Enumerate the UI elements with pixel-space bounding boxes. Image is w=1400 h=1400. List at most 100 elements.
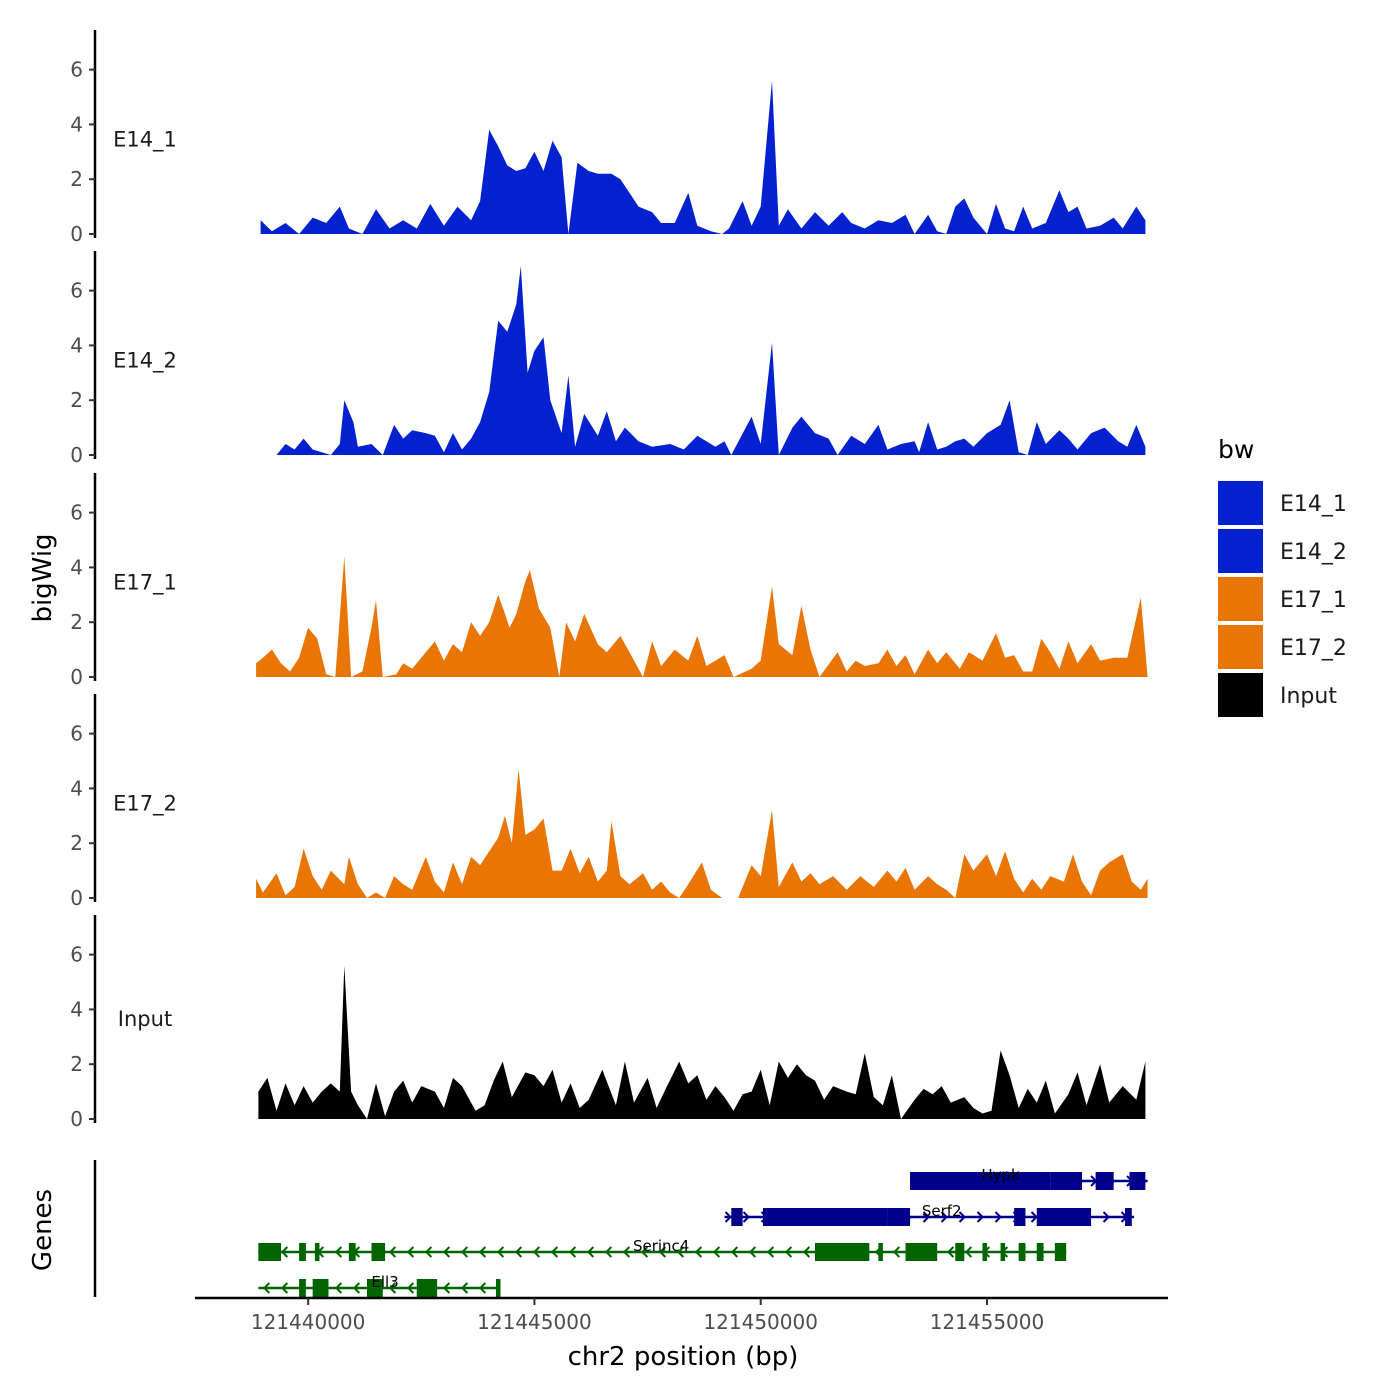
gene-label: Ell3	[371, 1273, 398, 1291]
track-label: E14_2	[113, 348, 177, 373]
track-label: E14_1	[113, 127, 177, 152]
gene-exon	[1014, 1208, 1026, 1226]
strand-chevron	[784, 1246, 793, 1258]
gene-exon	[1050, 1172, 1083, 1190]
gene-track: Hypk Serf2 Serinc4 Ell3	[93, 1160, 1148, 1297]
strand-chevron	[406, 1246, 415, 1258]
legend-swatch-e17-2	[1218, 625, 1263, 669]
strand-chevron	[514, 1246, 523, 1258]
y-tick-label: 4	[70, 555, 83, 579]
legend-swatch-input	[1218, 673, 1263, 717]
strand-chevron	[946, 1246, 955, 1258]
gene-label: Serinc4	[633, 1237, 689, 1255]
strand-chevron	[460, 1246, 469, 1258]
track-e17-1: 0 2 4 6 E17_1	[70, 473, 1148, 689]
strand-chevron	[766, 1246, 775, 1258]
gene-exon	[878, 1243, 883, 1261]
y-tick-label: 2	[70, 831, 83, 855]
strand-chevron	[424, 1246, 433, 1258]
strand-chevron	[334, 1246, 343, 1258]
y-tick-label: 2	[70, 1052, 83, 1076]
coverage-area-e17-2	[256, 769, 1148, 898]
strand-chevron	[976, 1211, 984, 1223]
track-input: 0 2 4 6 Input	[70, 915, 1146, 1131]
x-tick-label: 121440000	[251, 1310, 366, 1334]
strand-chevron	[478, 1282, 487, 1294]
gene-exon	[955, 1243, 965, 1261]
strand-chevron	[712, 1246, 721, 1258]
strand-chevron	[442, 1282, 451, 1294]
gene-exon	[312, 1279, 329, 1297]
y-tick-label: 0	[70, 665, 83, 689]
y-tick-label: 0	[70, 222, 83, 246]
y-tick-label: 6	[70, 722, 83, 746]
y-tick-label: 6	[70, 501, 83, 525]
coverage-area-e17-1	[256, 556, 1148, 677]
track-label: E17_2	[113, 791, 177, 816]
strand-chevron	[724, 1211, 732, 1223]
x-axis-title: chr2 position (bp)	[568, 1342, 799, 1372]
legend-title: bw	[1218, 435, 1254, 464]
coverage-tracks: 0 2 4 6 E14_1 0 2 4 6 E14_2 0 2 4 6 E17_1 0 2 4 6 E17_2 0 2 4 6…	[70, 30, 1148, 1131]
coverage-area-e14-2	[276, 266, 1146, 455]
strand-chevron	[586, 1246, 595, 1258]
track-e14-1: 0 2 4 6 E14_1	[70, 30, 1146, 246]
x-axis: 121440000 121445000 121450000 121455000	[195, 1296, 1168, 1334]
strand-chevron	[622, 1246, 631, 1258]
gene-exon	[371, 1243, 386, 1261]
strand-chevron	[280, 1282, 289, 1294]
gene-exon	[1129, 1172, 1146, 1190]
strand-chevron	[352, 1282, 361, 1294]
gene-exon	[495, 1279, 501, 1297]
y-tick-label: 6	[70, 943, 83, 967]
strand-chevron	[964, 1246, 973, 1258]
gene-exon	[905, 1243, 938, 1261]
strand-chevron	[442, 1246, 451, 1258]
gene-exon	[348, 1243, 356, 1261]
coverage-area-e14-1	[260, 80, 1146, 234]
y-tick-label: 2	[70, 610, 83, 634]
strand-chevron	[604, 1246, 613, 1258]
gene-exon	[815, 1243, 870, 1261]
gene-exon	[887, 1208, 911, 1226]
y-tick-label: 6	[70, 58, 83, 82]
gene-exon	[1000, 1243, 1006, 1261]
strand-chevron	[658, 1246, 667, 1258]
strand-chevron	[994, 1211, 1002, 1223]
strand-chevron	[640, 1246, 649, 1258]
strand-chevron	[730, 1246, 739, 1258]
strand-chevron	[496, 1246, 505, 1258]
track-e14-2: 0 2 4 6 E14_2	[70, 251, 1146, 467]
strand-chevron	[694, 1246, 703, 1258]
gene-exon	[910, 1172, 1051, 1190]
y-tick-label: 0	[70, 886, 83, 910]
gene-exon	[1054, 1243, 1067, 1261]
strand-chevron	[958, 1211, 966, 1223]
strand-chevron	[1102, 1211, 1110, 1223]
strand-chevron	[262, 1282, 271, 1294]
gene-exon	[1018, 1243, 1026, 1261]
gene-exon	[982, 1243, 987, 1261]
strand-chevron	[460, 1282, 469, 1294]
track-e17-2: 0 2 4 6 E17_2	[70, 694, 1148, 910]
strand-chevron	[676, 1246, 685, 1258]
gene-exon	[314, 1243, 320, 1261]
gene-exon	[416, 1279, 438, 1297]
gene-exon	[1095, 1172, 1114, 1190]
y-tick-label: 0	[70, 443, 83, 467]
y-tick-label: 0	[70, 1107, 83, 1131]
gene-exon	[1036, 1243, 1044, 1261]
strand-chevron	[406, 1282, 415, 1294]
y-tick-label: 2	[70, 167, 83, 191]
legend-swatch-e14-1	[1218, 481, 1263, 525]
gene-exon	[1125, 1208, 1132, 1226]
y-tick-label: 4	[70, 997, 83, 1021]
strand-chevron	[742, 1211, 750, 1223]
track-label: Input	[118, 1007, 172, 1031]
legend: bw E14_1 E14_2 E17_1 E17_2 Input	[1218, 435, 1347, 717]
gene-label: Hypk	[981, 1166, 1020, 1184]
gene-exon	[258, 1243, 281, 1261]
strand-chevron	[532, 1246, 541, 1258]
strand-chevron	[568, 1246, 577, 1258]
